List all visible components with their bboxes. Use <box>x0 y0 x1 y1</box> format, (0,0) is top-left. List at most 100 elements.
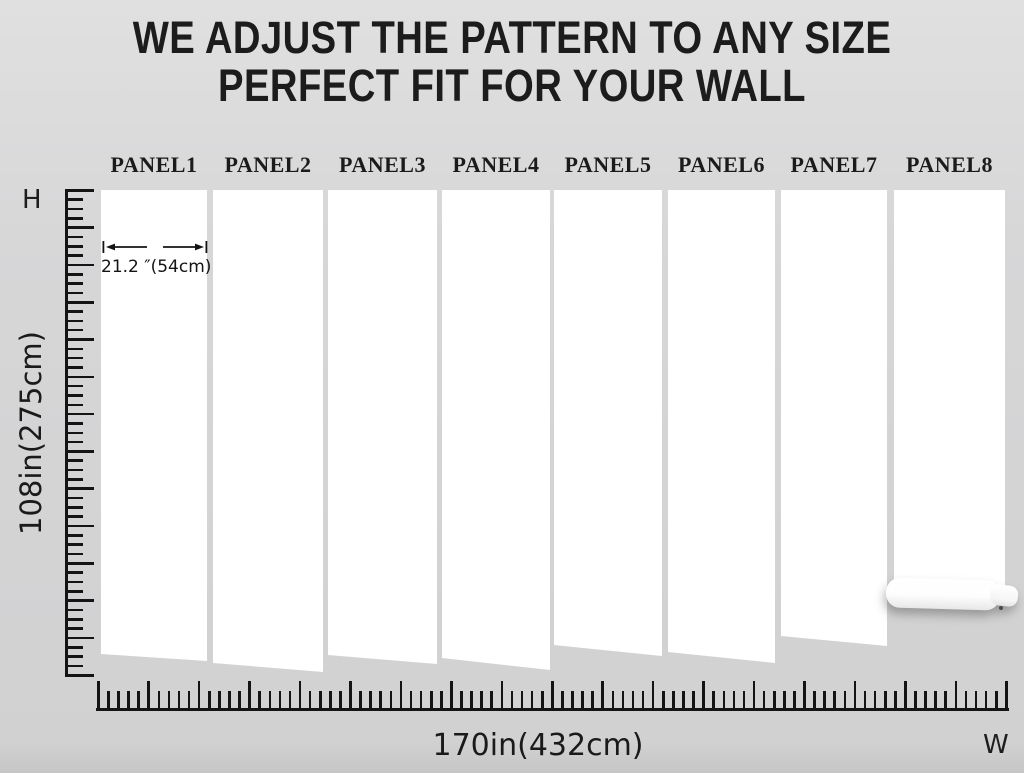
width-ruler-tick <box>510 691 514 708</box>
width-ruler-tick <box>722 691 726 708</box>
height-axis-letter: H <box>22 185 42 215</box>
height-ruler-tick <box>68 272 83 276</box>
width-ruler-tick <box>318 691 322 708</box>
height-ruler-tick <box>68 189 94 192</box>
width-ruler-tick <box>843 691 847 708</box>
height-ruler-tick <box>68 291 83 295</box>
height-ruler-tick <box>68 599 94 602</box>
height-ruler-tick <box>68 646 83 649</box>
width-ruler-tick <box>177 691 181 708</box>
width-ruler-tick <box>833 691 837 708</box>
width-ruler-tick <box>561 691 564 708</box>
height-ruler-tick <box>68 422 83 425</box>
panel-strip <box>328 190 437 664</box>
width-ruler-tick <box>248 681 251 708</box>
width-ruler-tick <box>823 691 826 708</box>
width-ruler-tick <box>379 691 383 708</box>
width-ruler-tick <box>984 691 988 708</box>
width-ruler-tick <box>520 691 524 708</box>
width-ruler-tick <box>651 681 655 708</box>
width-ruler-tick <box>571 691 574 708</box>
height-ruler-tick <box>68 394 83 397</box>
width-ruler-tick <box>429 691 433 708</box>
height-ruler-tick <box>68 655 83 658</box>
height-ruler-tick <box>68 543 83 547</box>
width-ruler-tick <box>894 691 897 708</box>
height-ruler-line <box>65 189 68 677</box>
width-ruler-label: 170in(432cm) <box>432 728 644 763</box>
panel-label: PANEL6 <box>678 152 765 177</box>
width-ruler-tick <box>137 691 140 708</box>
width-ruler-tick <box>601 681 605 708</box>
header-title-line2: PERFECT FIT FOR YOUR WALL <box>218 60 806 111</box>
height-ruler-tick <box>68 282 83 285</box>
width-ruler-tick <box>419 691 423 708</box>
height-ruler-tick <box>68 562 94 565</box>
panel-strip <box>554 190 662 656</box>
width-ruler-tick <box>187 691 191 708</box>
width-ruler-tick <box>97 681 100 708</box>
width-ruler-tick <box>964 691 968 708</box>
width-ruler-tick <box>661 691 665 708</box>
width-ruler-tick <box>793 691 796 708</box>
height-ruler-tick <box>68 580 83 584</box>
width-ruler-tick <box>197 681 201 708</box>
width-ruler-tick <box>440 691 443 708</box>
width-ruler-tick <box>904 681 907 708</box>
width-ruler-tick <box>682 691 685 708</box>
wallpaper-roll-tip-dot <box>999 606 1003 610</box>
width-ruler-tick <box>974 691 978 708</box>
height-ruler-tick <box>68 300 94 304</box>
width-ruler-tick <box>470 691 473 708</box>
height-ruler-tick <box>68 468 83 472</box>
width-ruler-tick <box>530 691 534 708</box>
width-dimension-arrow-icon <box>102 241 208 253</box>
height-ruler-tick <box>68 412 94 416</box>
width-ruler-tick <box>409 691 413 708</box>
height-ruler-tick <box>68 440 83 444</box>
width-ruler-tick <box>389 691 393 708</box>
width-ruler-tick <box>359 691 362 708</box>
width-ruler-tick <box>238 691 241 708</box>
panel-label: PANEL4 <box>452 152 540 177</box>
width-ruler-tick <box>288 691 292 708</box>
height-ruler-tick <box>68 618 83 621</box>
width-ruler-tick <box>490 691 494 708</box>
height-ruler-tick <box>68 338 94 341</box>
width-ruler-tick <box>954 681 958 708</box>
height-ruler-tick <box>68 328 83 332</box>
header-title-line1: WE ADJUST THE PATTERN TO ANY SIZE <box>132 12 892 63</box>
height-ruler-tick <box>68 207 83 211</box>
panel-strip <box>101 190 207 661</box>
width-ruler-line <box>96 708 1009 711</box>
width-ruler-tick <box>329 691 332 708</box>
height-ruler-tick <box>68 496 83 500</box>
width-ruler-tick <box>672 691 675 708</box>
width-ruler-tick <box>924 691 927 708</box>
panel-label: PANEL3 <box>339 152 426 177</box>
panel-strip <box>894 190 1005 590</box>
height-ruler-tick <box>68 235 83 239</box>
wallpaper-roll-body <box>885 577 1001 611</box>
height-ruler-tick <box>68 319 83 323</box>
height-ruler-tick <box>68 244 83 248</box>
height-ruler-tick <box>68 450 94 453</box>
width-ruler-tick <box>883 691 887 708</box>
width-ruler-tick <box>117 691 120 708</box>
height-ruler-tick <box>68 571 83 574</box>
width-ruler-tick <box>107 691 110 708</box>
height-ruler-tick <box>68 375 94 379</box>
height-ruler-tick <box>68 431 83 435</box>
height-ruler-tick <box>68 636 94 640</box>
header-banner: WE ADJUST THE PATTERN TO ANY SIZE PERFEC… <box>0 0 1024 110</box>
height-ruler-tick <box>68 459 83 463</box>
width-ruler-tick <box>127 691 130 708</box>
width-ruler-tick <box>914 691 917 708</box>
panel-strip <box>442 190 550 670</box>
width-ruler-tick <box>147 681 151 708</box>
width-ruler-tick <box>540 691 544 708</box>
height-ruler-tick <box>68 487 94 491</box>
width-ruler-tick <box>258 691 262 708</box>
panel-label: PANEL8 <box>906 152 993 177</box>
width-ruler-tick <box>308 691 312 708</box>
